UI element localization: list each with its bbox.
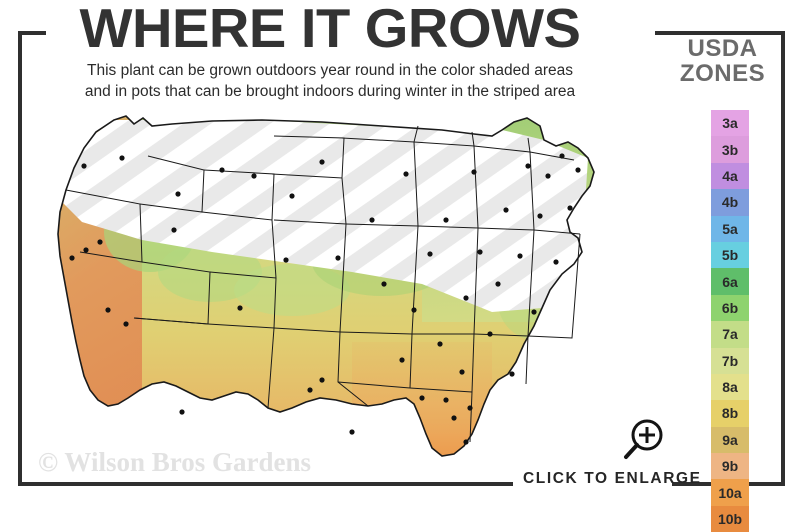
frame-bottom-left-segment [18, 482, 513, 486]
zone-swatch-7a: 7a [711, 321, 749, 348]
subtitle: This plant can be grown outdoors year ro… [0, 60, 660, 102]
zone-swatch-7b: 7b [711, 347, 749, 374]
watermark: © Wilson Bros Gardens [38, 447, 311, 477]
zone-label: 9a [722, 431, 738, 448]
frame-left-segment [18, 31, 22, 486]
zone-swatch-8a: 8a [711, 373, 749, 401]
zone-swatch-9b: 9b [711, 453, 749, 480]
zone-label: 4b [721, 194, 739, 211]
usda-hardiness-zone-map[interactable] [22, 112, 662, 472]
legend-title: USDA ZONES [660, 36, 785, 86]
zone-label: 6a [722, 273, 738, 290]
legend-title-line-1: USDA [687, 35, 758, 62]
page-title: WHERE IT GROWS [79, 0, 581, 59]
frame-top-left-segment [18, 31, 46, 35]
zone-swatch-6b: 6b [711, 294, 749, 322]
zone-label: 5b [721, 247, 739, 264]
frame-right-segment [781, 31, 785, 486]
zone-swatch-5b: 5b [711, 241, 749, 269]
zone-swatch-8b: 8b [711, 400, 749, 427]
zone-swatch-5a: 5a [711, 215, 749, 242]
frame-top-right-segment [655, 31, 785, 35]
zone-label: 4a [722, 167, 738, 184]
zone-label: 3b [721, 141, 739, 158]
map-svg [57, 115, 595, 457]
zone-swatch-9a: 9a [711, 426, 749, 454]
magnifier-plus-icon[interactable] [614, 417, 670, 465]
zone-label: 6b [721, 299, 739, 316]
zone-label: 9b [721, 458, 739, 475]
zone-swatch-3b: 3b [711, 136, 749, 163]
zone-label: 3a [722, 115, 738, 132]
zone-label: 5a [722, 220, 738, 237]
zone-label: 10a [718, 484, 742, 501]
subtitle-line-2: and in pots that can be brought indoors … [84, 83, 576, 100]
zone-label: 8b [721, 405, 739, 422]
zone-swatch-6a: 6a [711, 268, 749, 295]
city-dots [69, 153, 581, 445]
zone-swatch-4a: 4a [711, 162, 749, 190]
zone-swatch-10a: 10a [711, 479, 749, 506]
zone-label: 10b [717, 511, 743, 528]
zone-label: 7b [721, 352, 739, 369]
state-borders [65, 125, 581, 443]
zone-swatch-4b: 4b [711, 189, 749, 216]
subtitle-line-1: This plant can be grown outdoors year ro… [87, 62, 573, 79]
zone-swatch-10b: 10b [711, 505, 749, 532]
click-to-enlarge-label[interactable]: CLICK TO ENLARGE [523, 470, 702, 487]
zone-swatch-3a: 3a [711, 110, 749, 137]
zone-label: 8a [722, 379, 738, 396]
country-outline [57, 115, 595, 457]
usda-zone-legend: 3a 3b 4a 4b 5a 5b 6a 6b 7a 7b 8a 8b 9a 9b 10a 10b [711, 110, 749, 532]
zone-label: 7a [722, 326, 738, 343]
legend-title-line-2: ZONES [679, 60, 766, 87]
